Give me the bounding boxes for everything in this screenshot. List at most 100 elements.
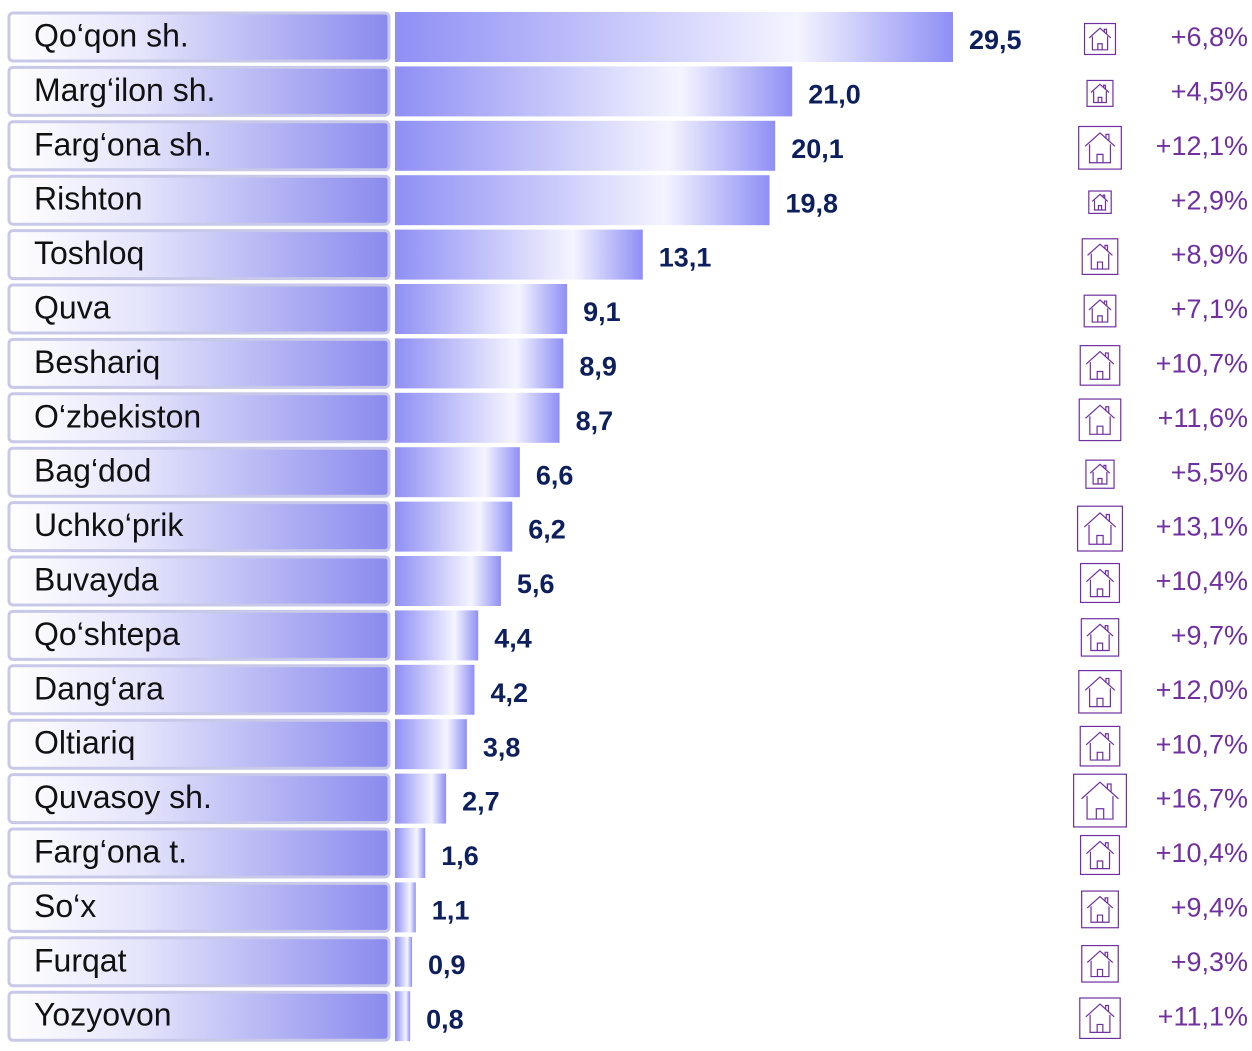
category-label: Bag‘dod xyxy=(34,453,151,489)
category-box xyxy=(7,120,391,172)
bar xyxy=(395,936,413,987)
category-label: Farg‘ona t. xyxy=(34,833,187,869)
category-label: Quvasoy sh. xyxy=(34,779,212,815)
house-icon xyxy=(1081,238,1119,275)
growth-label: +11,1% xyxy=(1158,1001,1248,1031)
growth-label: +7,1% xyxy=(1171,294,1248,324)
bar xyxy=(395,610,479,661)
icon-frame xyxy=(1079,562,1121,604)
icon-house xyxy=(1084,132,1116,164)
icon-house xyxy=(1081,781,1119,820)
icon-frame xyxy=(1078,669,1122,714)
bar xyxy=(395,556,501,606)
category-box xyxy=(7,609,391,661)
value-label: 1,1 xyxy=(432,896,470,926)
bar xyxy=(395,120,776,171)
bar xyxy=(395,338,564,389)
growth-label: +12,0% xyxy=(1156,675,1248,705)
house-icon xyxy=(1078,125,1122,170)
category-box xyxy=(7,555,391,607)
growth-label: +12,1% xyxy=(1156,131,1248,161)
growth-label: +13,1% xyxy=(1156,512,1248,542)
icon-house xyxy=(1086,623,1114,652)
growth-label: +10,7% xyxy=(1156,349,1248,379)
category-box xyxy=(7,392,391,444)
bar xyxy=(395,175,770,226)
house-icon xyxy=(1078,669,1122,714)
bar xyxy=(395,501,513,552)
house-icon xyxy=(1078,398,1122,442)
category-box xyxy=(7,990,391,1042)
icon-house xyxy=(1085,731,1115,761)
house-icon xyxy=(1080,618,1120,657)
bar xyxy=(395,991,411,1042)
growth-label: +4,5% xyxy=(1171,77,1248,107)
category-label: Yozyovon xyxy=(34,997,172,1033)
icon-house xyxy=(1086,950,1114,978)
bar xyxy=(395,882,416,933)
house-icon xyxy=(1081,890,1119,929)
value-label: 5,6 xyxy=(517,569,555,599)
house-icon xyxy=(1088,190,1112,214)
category-label: Buvayda xyxy=(34,561,159,597)
category-box xyxy=(7,501,391,553)
category-label: So‘x xyxy=(34,888,96,924)
category-box xyxy=(7,718,391,770)
category-box xyxy=(7,229,391,281)
growth-label: +10,4% xyxy=(1156,838,1248,868)
icon-house xyxy=(1085,568,1115,598)
house-icon xyxy=(1085,459,1115,489)
growth-label: +10,7% xyxy=(1156,729,1248,759)
icon-house xyxy=(1090,83,1110,104)
category-label: Furqat xyxy=(34,942,127,978)
growth-label: +5,5% xyxy=(1171,457,1248,487)
growth-label: +9,4% xyxy=(1171,893,1248,923)
category-label: Farg‘ona sh. xyxy=(34,126,212,162)
house-icon xyxy=(1079,345,1121,386)
icon-house xyxy=(1089,463,1111,485)
category-label: O‘zbekiston xyxy=(34,398,201,434)
category-label: Oltiariq xyxy=(34,725,135,761)
category-box xyxy=(7,773,391,825)
value-label: 8,7 xyxy=(576,406,614,436)
bar xyxy=(395,447,520,498)
growth-label: +2,9% xyxy=(1171,185,1248,215)
icon-frame xyxy=(1083,22,1117,56)
value-label: 6,6 xyxy=(536,460,574,490)
icon-frame xyxy=(1078,398,1122,442)
icon-frame xyxy=(1079,997,1121,1040)
growth-label: +8,9% xyxy=(1171,240,1248,270)
category-box xyxy=(7,337,391,389)
icon-frame xyxy=(1073,773,1127,828)
bar xyxy=(395,828,426,878)
icon-house xyxy=(1088,299,1112,323)
icon-house xyxy=(1085,350,1115,380)
house-icon xyxy=(1083,294,1117,328)
icon-frame xyxy=(1079,345,1121,386)
icon-house xyxy=(1085,840,1115,870)
bar xyxy=(395,229,643,280)
value-label: 20,1 xyxy=(791,134,844,164)
bar xyxy=(395,664,475,715)
category-label: Uchko‘prik xyxy=(34,507,184,543)
value-label: 29,5 xyxy=(969,25,1022,55)
category-box xyxy=(7,283,391,335)
icon-frame xyxy=(1086,79,1114,107)
house-icon xyxy=(1083,22,1117,56)
value-label: 8,9 xyxy=(579,352,617,382)
house-icon xyxy=(1079,725,1121,767)
icon-house xyxy=(1084,676,1116,708)
house-icon xyxy=(1076,505,1124,552)
category-label: Marg‘ilon sh. xyxy=(34,72,215,108)
category-box xyxy=(7,827,391,879)
category-box xyxy=(7,881,391,933)
category-box xyxy=(7,936,391,988)
icon-frame xyxy=(1081,890,1119,929)
icon-house xyxy=(1088,27,1112,51)
value-label: 3,8 xyxy=(483,732,521,762)
icon-house xyxy=(1091,193,1109,211)
growth-label: +9,7% xyxy=(1171,621,1248,651)
category-label: Dang‘ara xyxy=(34,670,164,706)
icon-frame xyxy=(1088,190,1112,214)
